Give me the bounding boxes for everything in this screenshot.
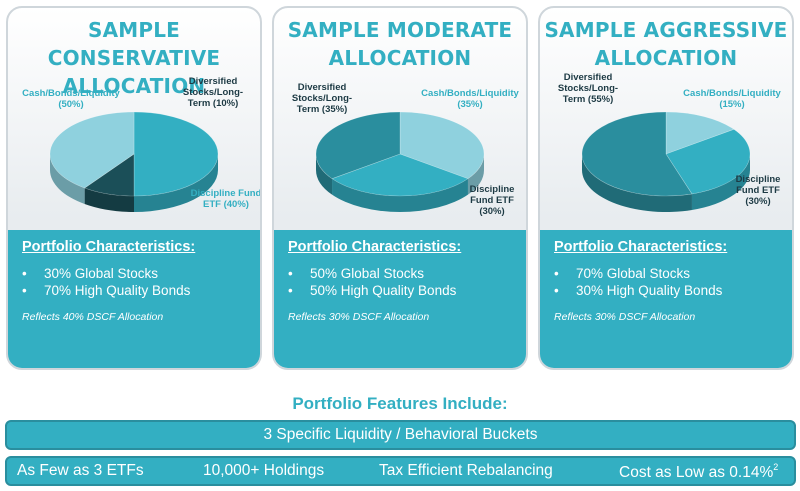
moderate-pie-chart <box>315 111 485 213</box>
list-item: • 30% High Quality Bonds <box>554 283 723 298</box>
pie-slice-diversified-stocks-long-term <box>315 111 401 180</box>
pie-slice-discipline-fund-etf <box>665 128 751 195</box>
pie-slice-cash-bonds-liquidity <box>399 111 485 180</box>
feature-cost: Cost as Low as 0.14%2 <box>619 462 778 482</box>
feature-cost-text: Cost as Low as 0.14% <box>619 464 774 481</box>
feature-holdings: 10,000+ Holdings <box>203 462 325 479</box>
card-title: SAMPLE CONSERVATIVE ALLOCATION <box>8 16 260 100</box>
features-bar: As Few as 3 ETFs 10,000+ Holdings Tax Ef… <box>5 456 796 486</box>
pie-label-cash: Cash/Bonds/Liquidity (50%) <box>22 88 120 110</box>
pie-side-diversified-stocks-long-term <box>582 154 692 212</box>
card-title-line2: ALLOCATION <box>594 46 738 70</box>
card-title-line1: SAMPLE AGGRESSIVE <box>544 18 788 42</box>
pie-slice-cash-bonds-liquidity <box>133 111 219 197</box>
feature-etfs: As Few as 3 ETFs <box>17 462 144 479</box>
pie-side-diversified-stocks-long-term <box>316 154 333 195</box>
allocation-note: Reflects 30% DSCF Allocation <box>554 311 696 323</box>
pie-side-discipline-fund-etf <box>50 154 85 204</box>
panel-heading: Portfolio Characteristics: <box>554 239 728 255</box>
conservative-pie-chart <box>49 111 219 212</box>
list-item: • 50% High Quality Bonds <box>288 283 457 298</box>
pie-label-etf: Discipline Fund ETF (30%) <box>469 184 515 217</box>
allocation-note: Reflects 40% DSCF Allocation <box>22 311 164 323</box>
panel-heading: Portfolio Characteristics: <box>288 239 462 255</box>
moderate-card: SAMPLE MODERATE ALLOCATION Diversified St… <box>272 6 528 370</box>
conservative-card: SAMPLE CONSERVATIVE ALLOCATION Cash/Bond… <box>6 6 262 370</box>
characteristics-list: • 50% Global Stocks • 50% High Quality Bon… <box>288 265 512 299</box>
pie-label-cash: Cash/Bonds/Liquidity (35%) <box>421 88 519 110</box>
card-title: SAMPLE AGGRESSIVE ALLOCATION <box>540 16 792 72</box>
allocation-note: Reflects 30% DSCF Allocation <box>288 311 430 323</box>
card-title-line2: ALLOCATION <box>328 46 472 70</box>
list-item: • 70% High Quality Bonds <box>22 283 191 298</box>
card-title-line1: SAMPLE MODERATE <box>287 18 513 42</box>
portfolio-characteristics-panel: Portfolio Characteristics: • 50% Global S… <box>274 230 526 368</box>
features-title: Portfolio Features Include: <box>292 394 508 413</box>
pie-side-discipline-fund-etf <box>691 154 750 210</box>
pie-side-cash-bonds-liquidity <box>467 154 484 195</box>
pie-slice-discipline-fund-etf <box>331 153 469 197</box>
list-item: • 50% Global Stocks <box>288 266 425 281</box>
pie-slice-discipline-fund-etf <box>49 111 135 189</box>
portfolio-characteristics-panel: Portfolio Characteristics: • 70% Global S… <box>540 230 792 368</box>
pie-side-cash-bonds-liquidity <box>134 154 218 212</box>
panel-heading: Portfolio Characteristics: <box>22 239 196 255</box>
pie-side-diversified-stocks-long-term <box>84 187 134 212</box>
card-title: SAMPLE MODERATE ALLOCATION <box>274 16 526 72</box>
portfolio-characteristics-panel: Portfolio Characteristics: • 30% Global S… <box>8 230 260 368</box>
footnote-marker: 2 <box>773 462 779 472</box>
pie-label-stocks: Diversified Stocks/Long- Term (35%) <box>291 82 353 115</box>
pie-label-etf: Discipline Fund ETF (30%) <box>735 174 781 207</box>
card-title-line2: ALLOCATION <box>62 74 206 98</box>
card-title-line1: SAMPLE CONSERVATIVE <box>47 18 221 70</box>
aggressive-card: SAMPLE AGGRESSIVE ALLOCATION Diversified… <box>538 6 794 370</box>
pie-label-cash: Cash/Bonds/Liquidity (15%) <box>683 88 781 110</box>
characteristics-list: • 70% Global Stocks • 30% High Quality Bon… <box>554 265 778 299</box>
pie-slice-cash-bonds-liquidity <box>665 111 735 155</box>
aggressive-pie-chart <box>581 111 751 212</box>
characteristics-list: • 30% Global Stocks • 70% High Quality Bon… <box>22 265 246 299</box>
list-item: • 30% Global Stocks <box>22 266 159 281</box>
pie-label-etf: Discipline Fund ETF (40%) <box>190 188 262 210</box>
feature-rebalancing: Tax Efficient Rebalancing <box>379 462 553 479</box>
pie-label-stocks: Diversified Stocks/Long- Term (10%) <box>182 76 244 109</box>
pie-slice-diversified-stocks-long-term <box>83 153 135 197</box>
list-item: • 70% Global Stocks <box>554 266 691 281</box>
pie-side-discipline-fund-etf <box>332 178 468 213</box>
pie-slice-diversified-stocks-long-term <box>581 111 693 197</box>
pie-label-stocks: Diversified Stocks/Long- Term (55%) <box>557 72 619 105</box>
liquidity-buckets-bar: 3 Specific Liquidity / Behavioral Bucket… <box>5 420 796 450</box>
